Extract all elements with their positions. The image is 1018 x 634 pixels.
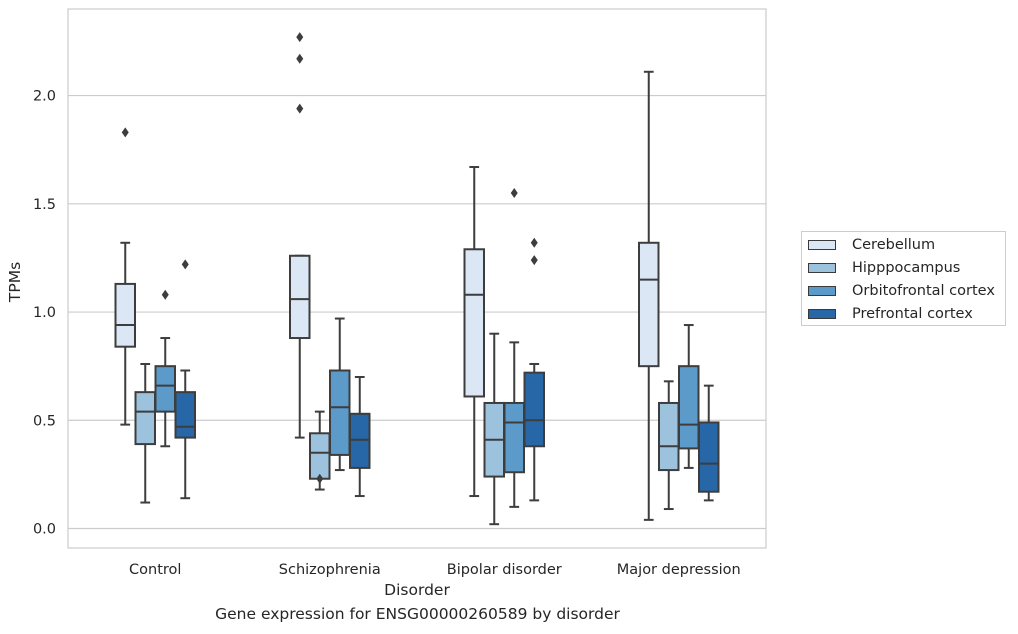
outlier-point [316, 473, 324, 484]
legend-item: Cerebellum [808, 235, 935, 255]
y-tick-label: 1.5 [33, 197, 56, 213]
x-tick-label: Bipolar disorder [447, 562, 562, 578]
x-tick-label: Major depression [617, 562, 741, 578]
box-prefrontal-cortex [174, 259, 196, 500]
x-tick-label: Control [129, 562, 181, 578]
iqr-box [154, 365, 176, 413]
outlier-point [296, 32, 304, 43]
legend-swatch [808, 263, 836, 273]
box-cerebellum [114, 127, 136, 426]
box-plot-series [114, 32, 720, 526]
iqr-box [309, 432, 331, 480]
box-orbitofrontal-cortex [154, 289, 176, 448]
legend-swatch [808, 309, 836, 319]
box-orbitofrontal-cortex [678, 324, 700, 469]
box-orbitofrontal-cortex [503, 187, 525, 508]
legend-item: Prefrontal cortex [808, 304, 973, 324]
box-hipppocampus [309, 410, 331, 491]
plot-area-frame [67, 8, 767, 549]
legend-swatch [808, 286, 836, 296]
iqr-box [678, 365, 700, 450]
y-tick-label: 2.0 [33, 89, 56, 105]
chart-legend: Cerebellum Hipppocampus Orbitofrontal cort… [801, 231, 1006, 326]
iqr-box [463, 248, 485, 398]
box-hipppocampus [134, 363, 156, 504]
outlier-point [296, 53, 304, 64]
outlier-point [530, 255, 538, 266]
outlier-point [161, 289, 169, 300]
legend-label: Orbitofrontal cortex [852, 283, 995, 299]
box-prefrontal-cortex [523, 237, 545, 502]
legend-item: Orbitofrontal cortex [808, 281, 995, 301]
box-prefrontal-cortex [698, 384, 720, 502]
legend-label: Hipppocampus [852, 260, 961, 276]
box-hipppocampus [483, 332, 505, 526]
box-hipppocampus [658, 380, 680, 511]
iqr-box [114, 282, 136, 348]
iqr-box [698, 421, 720, 493]
y-tick-label: 0.0 [33, 522, 56, 538]
iqr-box [349, 412, 371, 469]
box-cerebellum [638, 70, 660, 521]
iqr-box [289, 254, 311, 340]
outlier-point [530, 237, 538, 248]
x-tick-label: Schizophrenia [279, 562, 381, 578]
figure-caption: Gene expression for ENSG00000260589 by d… [215, 605, 620, 623]
legend-label: Cerebellum [852, 237, 936, 253]
outlier-point [296, 103, 304, 114]
iqr-box [134, 391, 156, 446]
x-axis-label: Disorder [384, 581, 450, 599]
outlier-point [181, 259, 189, 270]
outlier-point [121, 127, 129, 138]
box-cerebellum [463, 166, 485, 498]
outlier-point [510, 187, 518, 198]
y-axis-label: TPMs [6, 262, 24, 303]
box-cerebellum [289, 32, 311, 439]
legend-item: Hipppocampus [808, 258, 960, 278]
box-prefrontal-cortex [349, 375, 371, 498]
iqr-box [523, 371, 545, 448]
y-tick-label: 0.5 [33, 413, 56, 429]
iqr-box [174, 391, 196, 439]
iqr-box [658, 401, 680, 472]
y-tick-label: 1.0 [33, 305, 56, 321]
legend-label: Prefrontal cortex [852, 306, 973, 322]
x-tick-labels: Control Schizophrenia Bipolar disorder Majo… [129, 562, 741, 578]
box-orbitofrontal-cortex [329, 317, 351, 472]
iqr-box [329, 369, 351, 456]
iqr-box [638, 241, 660, 368]
iqr-box [503, 401, 525, 474]
legend-swatch [808, 240, 836, 250]
y-tick-labels: 0.0 0.5 1.0 1.5 2.0 [33, 89, 56, 538]
